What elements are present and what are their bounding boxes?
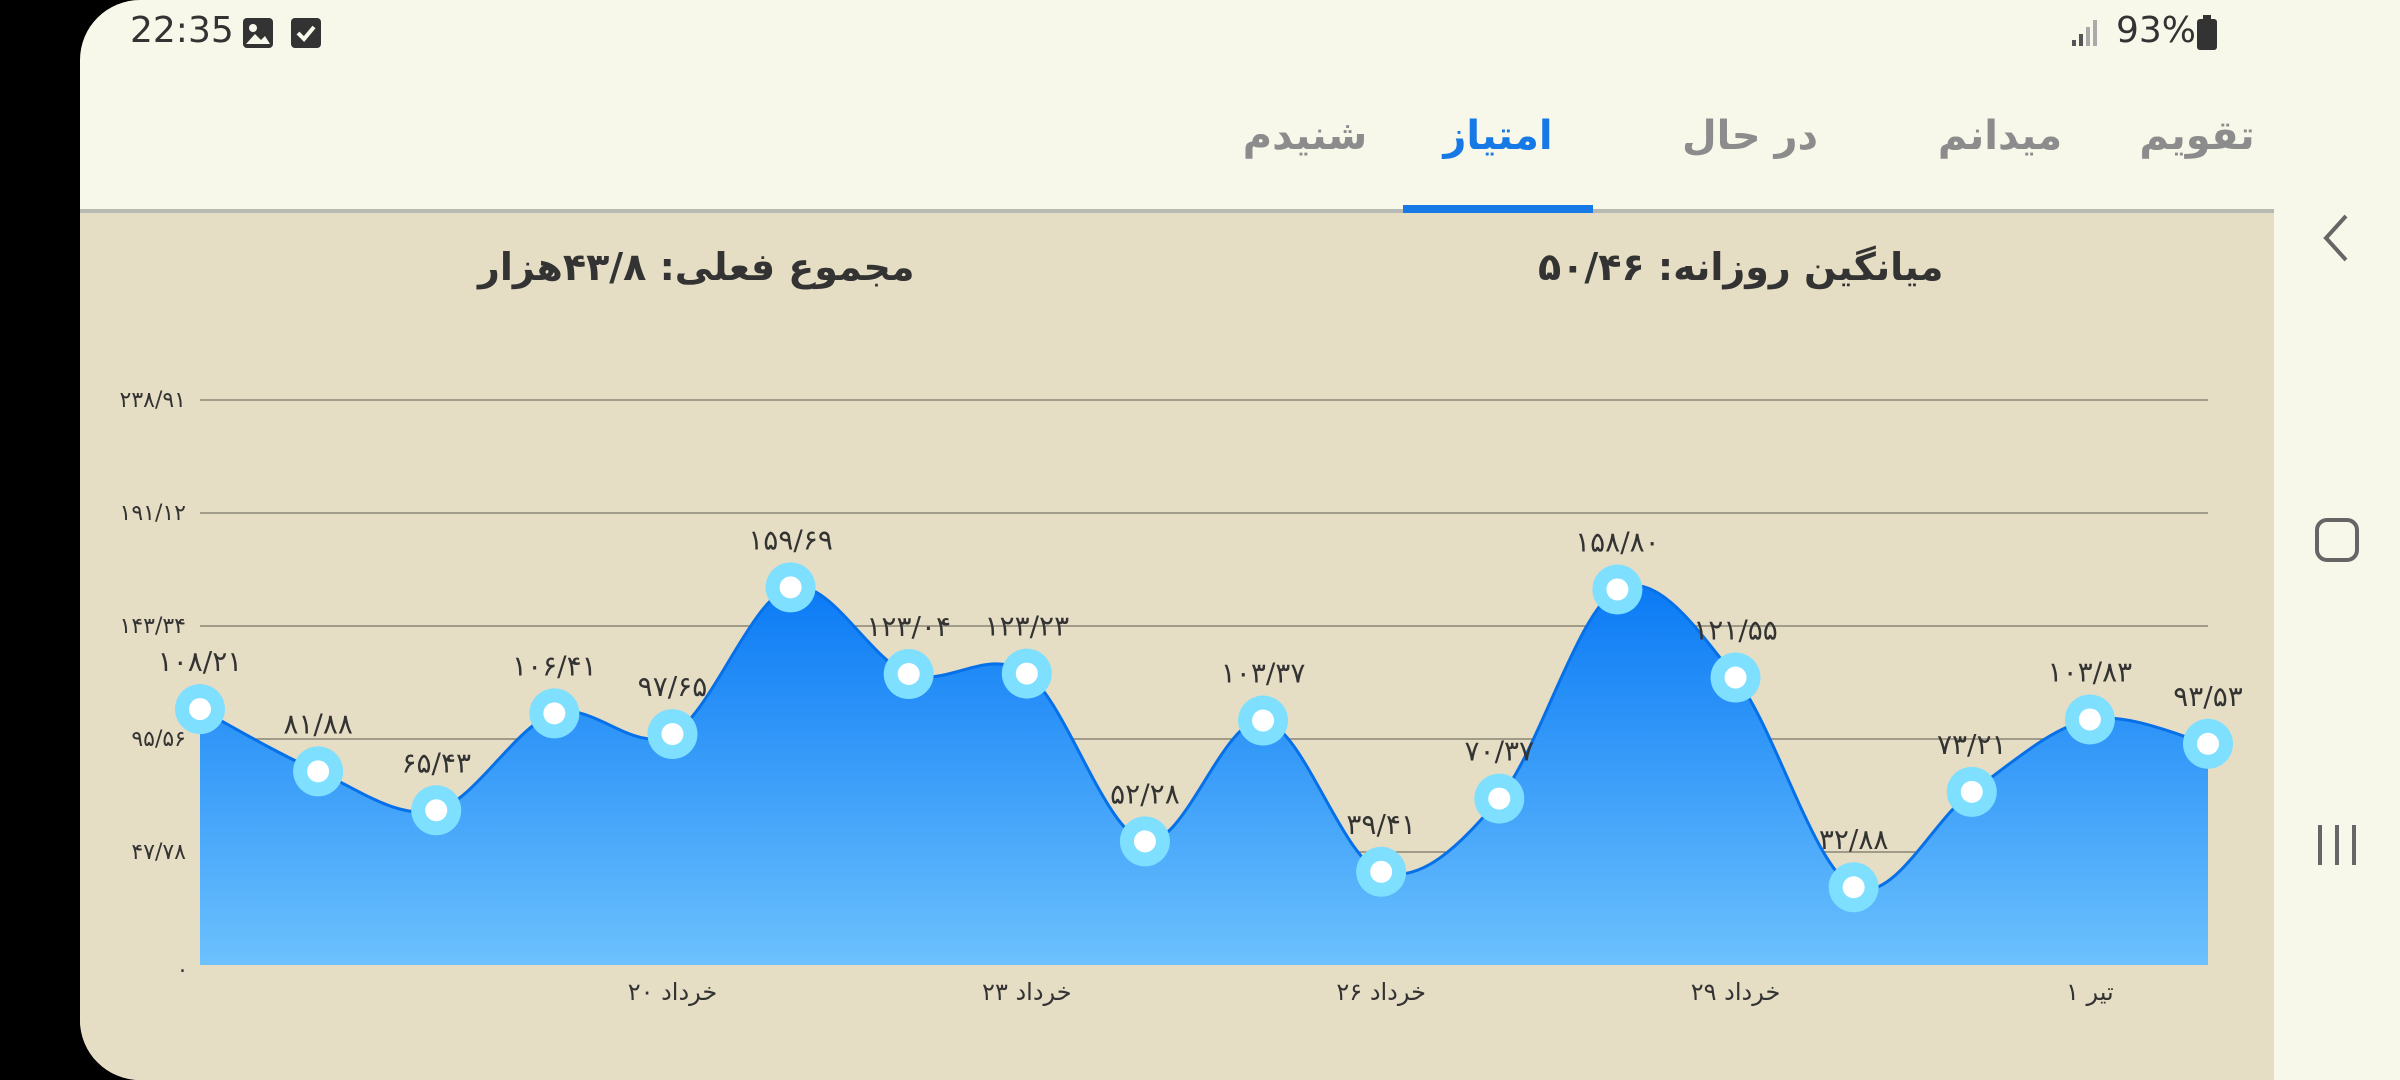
y-tick-label: ۴۷/۷۸ [131, 840, 186, 865]
y-tick-label: . [179, 953, 186, 978]
tab-heard[interactable]: شنیدم [1242, 113, 1368, 159]
data-value-label: ۹۳/۵۳ [2173, 680, 2243, 713]
tab-learning[interactable]: در حال یادگیری [1674, 113, 1826, 304]
tab-score[interactable]: امتیاز [1403, 64, 1593, 213]
data-value-label: ۹۷/۶۵ [638, 670, 708, 703]
data-value-label: ۵۲/۲۸ [1110, 777, 1180, 810]
status-time: 22:35 [130, 10, 234, 51]
y-tick-label: ۱۹۱/۱۲ [120, 501, 187, 526]
data-value-label: ۱۰۳/۳۷ [1221, 657, 1306, 690]
data-value-label: ۸۱/۸۸ [283, 707, 353, 740]
data-point-center [779, 576, 802, 599]
data-value-label: ۱۰۳/۸۳ [2048, 655, 2133, 688]
data-point-center [1370, 860, 1393, 883]
current-total: مجموع فعلی: ۴۳/۸هزار [478, 245, 915, 289]
data-value-label: ۱۲۱/۵۵ [1693, 614, 1778, 647]
recents-icon[interactable] [2312, 822, 2362, 868]
x-tick-label: ۱ تیر [2066, 978, 2114, 1006]
data-value-label: ۷۳/۲۱ [1937, 728, 2007, 761]
x-tick-label: ۲۹ خرداد [1691, 978, 1781, 1006]
navigation-bar [2274, 0, 2400, 1080]
data-point-center [307, 760, 330, 783]
y-tick-label: ۹۵/۵۶ [131, 727, 186, 752]
data-point-center [897, 663, 920, 686]
tab-calendar[interactable]: تقویم [2139, 113, 2255, 159]
data-value-label: ۷۰/۳۷ [1464, 735, 1534, 768]
y-tick-label: ۱۴۳/۳۴ [120, 614, 187, 639]
x-tick-label: ۲۶ خرداد [1336, 978, 1426, 1006]
data-point-center [2078, 708, 2101, 731]
x-tick-label: ۲۰ خرداد [628, 978, 718, 1006]
data-point-center [661, 723, 684, 746]
data-point-center [1724, 666, 1747, 689]
data-point-center [1133, 830, 1156, 853]
data-point-center [1015, 662, 1038, 685]
data-point-center [543, 702, 566, 725]
data-point-center [425, 799, 448, 822]
tab-bar: تقویم میدانم در حال یادگیری امتیاز شنیدم [80, 64, 2274, 304]
y-tick-label: ۲۳۸/۹۱ [120, 388, 187, 413]
data-point-center [1488, 787, 1511, 810]
data-value-label: ۱۵۸/۸۰ [1575, 525, 1660, 558]
data-point-center [1842, 876, 1865, 899]
data-value-label: ۱۲۳/۰۴ [866, 610, 951, 643]
score-chart: . ۴۷/۷۸ ۹۵/۵۶ ۱۴۳/۳۴ ۱۹۱/۱۲ ۲۳۸/۹۱ ۲۰ خرداد ۲۳ … [120, 388, 2243, 1006]
battery-percent: 93% [2116, 10, 2197, 51]
data-value-label: ۱۵۹/۶۹ [748, 523, 833, 556]
x-tick-label: ۲۳ خرداد [982, 978, 1072, 1006]
data-point-center [1252, 709, 1275, 732]
back-icon[interactable] [2312, 210, 2362, 266]
data-value-label: ۶۵/۴۳ [401, 746, 471, 779]
data-point-center [1606, 578, 1629, 601]
data-point-center [189, 698, 211, 721]
data-value-label: ۱۲۳/۲۳ [985, 610, 1070, 643]
data-value-label: ۱۰۶/۴۱ [512, 649, 597, 682]
battery-icon [2197, 15, 2217, 50]
data-point-center [1960, 780, 1983, 803]
status-bar: 22:35 93% [80, 0, 2400, 64]
data-value-label: ۳۹/۴۱ [1346, 808, 1416, 841]
image-icon [243, 18, 273, 48]
checkbox-icon [291, 18, 321, 48]
series-area [200, 585, 2208, 965]
data-value-label: ۱۰۸/۲۱ [158, 645, 243, 678]
daily-average: میانگین روزانه: ۵۰/۴۶ [1538, 245, 1944, 289]
tab-known[interactable]: میدانم [1937, 113, 2063, 159]
home-icon[interactable] [2312, 515, 2362, 565]
data-point-center [2197, 732, 2219, 755]
phone-screen: 22:35 93% تقویم میدانم در حال یادگیری ام… [80, 0, 2400, 1080]
signal-icon [2072, 20, 2097, 46]
data-value-label: ۳۲/۸۸ [1819, 823, 1889, 856]
